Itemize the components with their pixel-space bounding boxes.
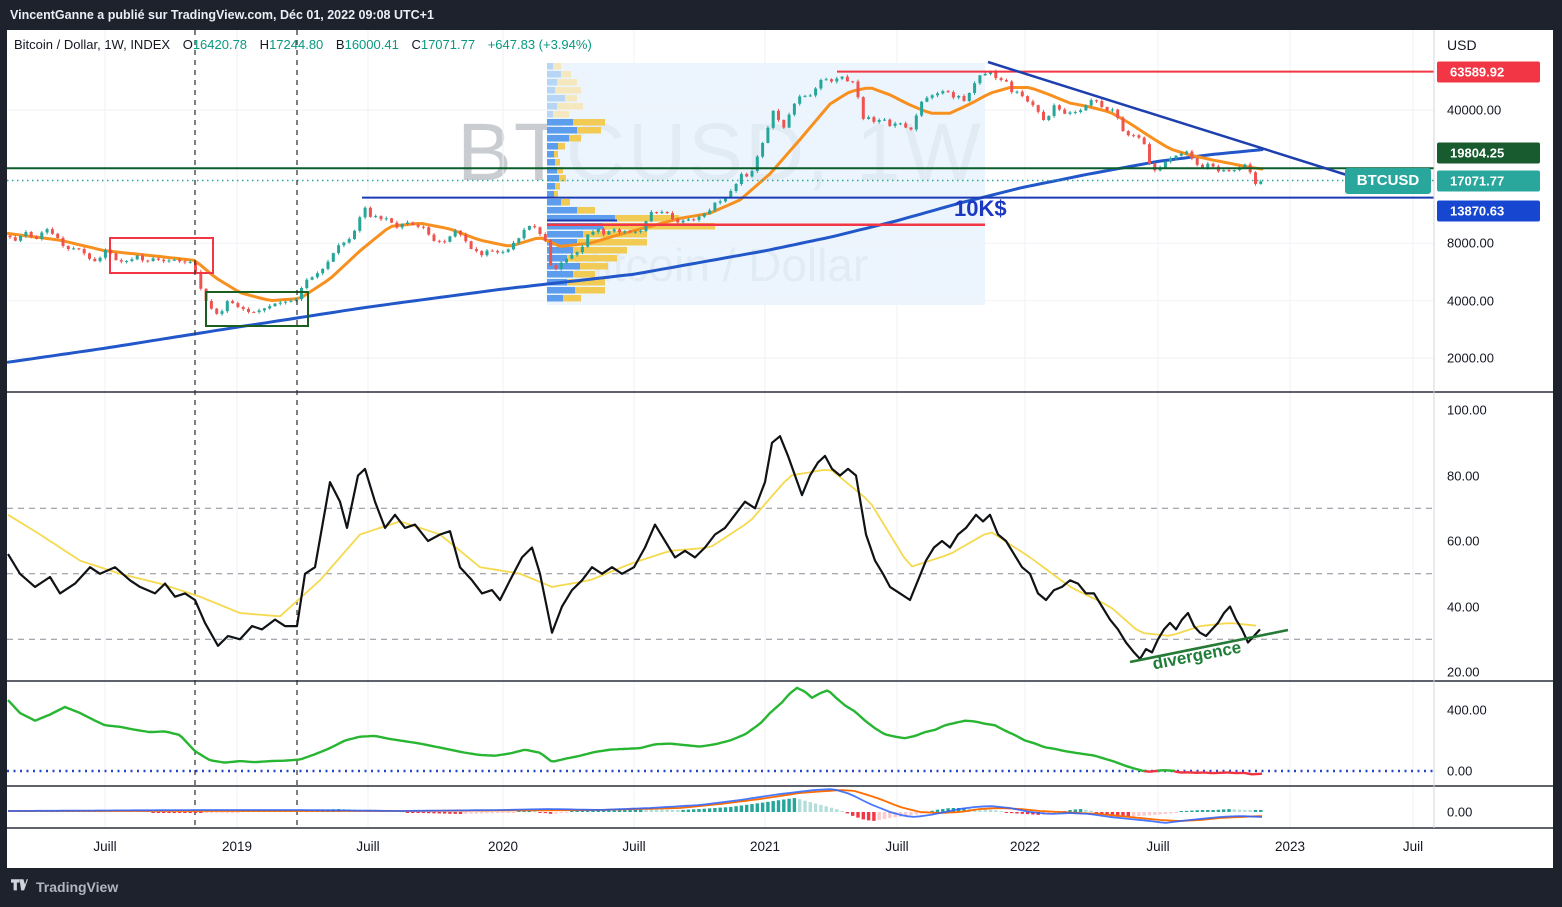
price-badge: 17071.77 (1437, 170, 1540, 192)
macd-line[interactable] (8, 788, 1263, 824)
price-tick-label: 4000.00 (1447, 293, 1494, 309)
publisher-text: VincentGanne a publié sur TradingView.co… (10, 8, 434, 22)
price-tick-label: 8000.00 (1447, 235, 1494, 251)
oscillator-line-positive[interactable] (1155, 769, 1176, 773)
oscillator-line-negative[interactable] (1143, 769, 1158, 773)
time-axis-label: Juill (622, 839, 646, 854)
price-tick-label: 40000.00 (1447, 102, 1502, 118)
oscillator-line-negative[interactable] (1173, 770, 1263, 776)
symbol-title: Bitcoin / Dollar, 1W, INDEX (14, 37, 171, 52)
oscillator-tick-label: 400.00 (1447, 702, 1487, 718)
change-value: +647.83 (+3.94%) (487, 37, 592, 52)
red-distribution-box[interactable] (109, 237, 214, 274)
symbol-ohlc-row[interactable]: Bitcoin / Dollar, 1W, INDEX O16420.78 H1… (14, 37, 592, 52)
currency-label: USD (1447, 37, 1477, 53)
time-axis-label: Juill (356, 839, 380, 854)
rsi-tick-label: 100.00 (1447, 402, 1487, 418)
ten-k-annotation: 10K$ (954, 196, 1007, 221)
time-axis-label: Juil (1402, 839, 1424, 854)
price-tick-label: 2000.00 (1447, 350, 1494, 366)
ma-20w-line[interactable] (7, 86, 1264, 303)
time-axis-label: 2020 (487, 839, 519, 854)
tradingview-logo-icon[interactable] (11, 879, 28, 894)
oscillator-line-positive[interactable] (7, 686, 1146, 773)
time-axis-label: 2022 (1009, 839, 1041, 854)
tradingview-brand-text[interactable]: TradingView (36, 879, 119, 895)
high-value: 17244.80 (269, 37, 324, 52)
green-accumulation-box[interactable] (205, 291, 309, 327)
candlestick-series[interactable] (8, 69, 1263, 316)
descending-trendline[interactable] (987, 60, 1351, 178)
price-badge: 63589.92 (1437, 61, 1540, 83)
price-badge: 19804.25 (1437, 142, 1540, 164)
rsi-tick-label: 80.00 (1447, 468, 1480, 483)
divergence-trendline[interactable] (1129, 628, 1289, 664)
rsi-tick-label: 60.00 (1447, 533, 1480, 549)
low-value: 16000.41 (344, 37, 399, 52)
price-level-lines[interactable] (7, 70, 1434, 227)
symbol-price-badge: BTCUSD (1345, 168, 1431, 194)
footer-bar: TradingView (0, 868, 1562, 907)
publisher-bar: VincentGanne a publié sur TradingView.co… (0, 0, 1562, 30)
time-axis-label: 2021 (749, 839, 781, 854)
close-value: 17071.77 (420, 37, 476, 52)
macd-signal-line[interactable] (8, 789, 1263, 822)
price-badge: 13870.63 (1437, 200, 1540, 222)
ma-200w-line[interactable] (7, 148, 1264, 364)
rsi-tick-label: 40.00 (1447, 599, 1480, 614)
time-axis-label: Juill (1146, 839, 1170, 854)
open-value: 16420.78 (192, 37, 248, 52)
time-axis-label: 2023 (1274, 839, 1306, 854)
oscillator-tick-label: 0.00 (1447, 763, 1473, 779)
rsi-ma-line[interactable] (7, 468, 1257, 637)
low-label: B (335, 37, 345, 52)
time-axis-label: Juill (885, 839, 909, 854)
time-axis-label: Juill (93, 839, 117, 854)
grid (7, 30, 1434, 828)
high-label: H (259, 37, 270, 52)
macd-tick-label: 0.00 (1447, 804, 1473, 820)
rsi-tick-label: 20.00 (1447, 664, 1480, 680)
price-pane-series (7, 69, 1264, 364)
highlight-region (547, 63, 985, 305)
close-label: C (411, 37, 421, 52)
rsi-line[interactable] (7, 435, 1261, 661)
time-axis-label: 2019 (221, 839, 253, 854)
open-label: O (182, 37, 193, 52)
